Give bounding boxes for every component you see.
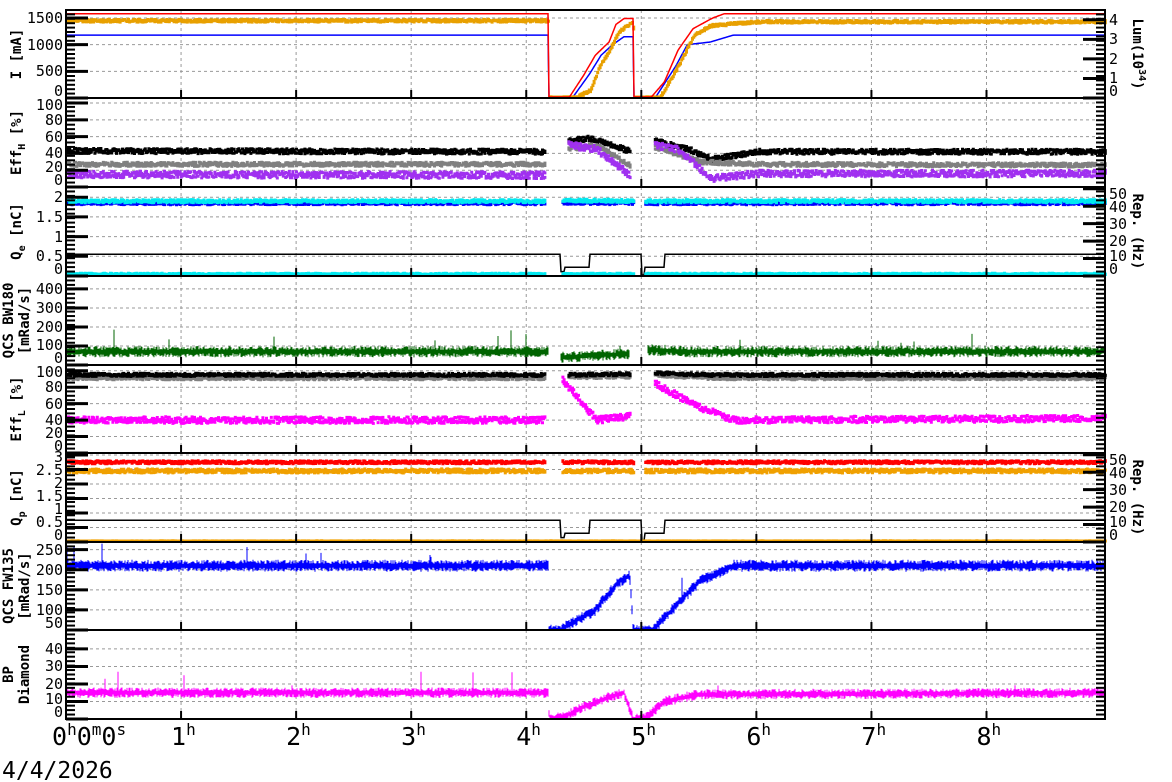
x-tick-label: 5h [631,720,656,751]
y-axis-label: EffH [%] [9,110,28,175]
y-axis-label: EffL [%] [9,376,28,441]
x-tick-label: 3h [401,720,426,751]
panel-5: Qp [nC] Rep. (Hz) [9,452,1145,544]
panel-7: BPDiamond [1,629,1106,721]
y-axis-label: I [mA] [9,29,25,80]
panel-2: Qe [nC] Rep. (Hz) [9,186,1145,278]
x-tick-label: 4h [516,720,541,751]
date-label: 4/4/2026 [2,758,113,782]
y-axis-label: QCS FW135[mRad/s] [1,548,33,624]
panel-frame [65,452,1106,543]
series-points-0-1 [67,17,1107,99]
right-axis-label: Rep. (Hz) [1129,194,1145,270]
x-tick-label: 6h [746,720,771,751]
series-points-5-0 [67,467,1107,475]
series-band-7-0 [66,671,1105,718]
x-tick-label: 7h [861,720,886,751]
panel-3: QCS BW180[mRad/s] [1,275,1106,367]
right-axis-label: Lum(1034) [1129,18,1147,89]
series-points-4-2 [67,375,1107,425]
series-band-6-0 [66,543,1105,629]
x-tick-label: 0h0m0s [52,720,126,751]
panel-1: EffH [%] [9,97,1107,189]
panel-4: EffL [%] [9,364,1107,455]
series-points-4-1 [67,370,1107,378]
panel-6: QCS FW135[mRad/s] [1,541,1106,632]
y-axis-label: BPDiamond [1,645,33,704]
x-tick-label: 8h [976,720,1001,751]
y-axis-label: Qp [nC] [9,469,28,526]
series-points-2-1 [67,197,1107,205]
series-points-1-1 [67,142,1107,169]
series-line-0-0 [66,34,1105,98]
series-points-1-2 [67,140,1107,183]
series-line-2-2 [66,253,1105,276]
series-points-5-1 [67,459,1107,466]
series-line-5-2 [66,519,1105,542]
series-line-0-2 [66,12,1105,98]
right-axis-label: Rep. (Hz) [1129,460,1145,536]
panel-0: I [mA] Lum(1034) [9,9,1147,100]
y-axis-label: QCS BW180[mRad/s] [1,283,33,359]
x-tick-label: 2h [286,720,311,751]
x-tick-label: 1h [171,720,196,751]
y-axis-label: Qe [nC] [9,203,28,260]
series-points-2-3 [67,271,1107,277]
